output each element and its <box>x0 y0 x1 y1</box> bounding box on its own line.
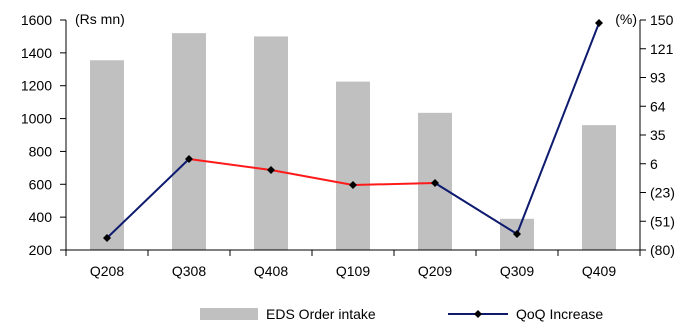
right-axis-unit-label: (%) <box>615 11 637 27</box>
left-axis-ticks: 200 400 600 800 1000 1200 1400 1600 <box>21 12 66 258</box>
qoq-line-segment <box>434 182 518 235</box>
bars-layer <box>90 33 616 251</box>
right-tick-label: 93 <box>650 70 666 86</box>
legend: EDS Order intake QoQ Increase <box>200 306 603 322</box>
legend-marker-qoq-increase <box>474 310 482 318</box>
left-tick-label: 400 <box>29 209 53 225</box>
legend-label-eds-order-intake: EDS Order intake <box>266 306 376 322</box>
left-tick-label: 1600 <box>21 12 52 28</box>
bar-q308 <box>172 33 206 251</box>
left-tick-label: 600 <box>29 176 53 192</box>
right-tick-label: (80) <box>650 242 675 258</box>
x-tick-label: Q409 <box>582 263 616 279</box>
line-layer <box>103 19 603 242</box>
left-axis-unit-label: (Rs mn) <box>75 11 125 27</box>
right-tick-label: (23) <box>650 185 675 201</box>
right-tick-label: 35 <box>650 127 666 143</box>
x-tick-label: Q109 <box>336 263 370 279</box>
qoq-line-segment <box>188 158 272 171</box>
left-tick-label: 800 <box>29 143 53 159</box>
bar-q208 <box>90 60 124 250</box>
qoq-point-q109 <box>349 181 357 189</box>
right-axis-ticks: (80) (51) (23) 6 35 64 93 121 150 <box>640 12 675 258</box>
bar-q109 <box>336 81 370 250</box>
right-tick-label: 64 <box>650 98 666 114</box>
right-tick-label: (51) <box>650 213 675 229</box>
qoq-line-segment <box>270 169 354 186</box>
qoq-line-segment <box>106 158 190 239</box>
right-tick-label: 6 <box>650 156 658 172</box>
bar-q408 <box>254 36 288 250</box>
qoq-point-q309 <box>513 230 521 238</box>
qoq-point-q308 <box>185 155 193 163</box>
left-tick-label: 1200 <box>21 78 52 94</box>
qoq-point-q408 <box>267 166 275 174</box>
qoq-point-q409 <box>595 19 603 27</box>
x-axis-ticks: Q208 Q308 Q408 Q109 Q209 Q309 Q409 <box>65 250 641 279</box>
qoq-line-segment <box>516 22 600 235</box>
x-tick-label: Q408 <box>254 263 288 279</box>
qoq-point-q209 <box>431 179 439 187</box>
x-tick-label: Q208 <box>90 263 124 279</box>
right-tick-label: 150 <box>650 12 674 28</box>
legend-label-qoq-increase: QoQ Increase <box>516 306 603 322</box>
x-tick-label: Q209 <box>418 263 452 279</box>
left-tick-label: 1000 <box>21 111 52 127</box>
x-tick-label: Q308 <box>172 263 206 279</box>
left-tick-label: 1400 <box>21 45 52 61</box>
qoq-line-segment <box>352 182 436 186</box>
qoq-point-q208 <box>103 234 111 242</box>
left-tick-label: 200 <box>29 242 53 258</box>
bar-q409 <box>582 125 616 250</box>
right-tick-label: 121 <box>650 41 674 57</box>
legend-swatch-eds-order-intake <box>200 308 258 320</box>
x-tick-label: Q309 <box>500 263 534 279</box>
